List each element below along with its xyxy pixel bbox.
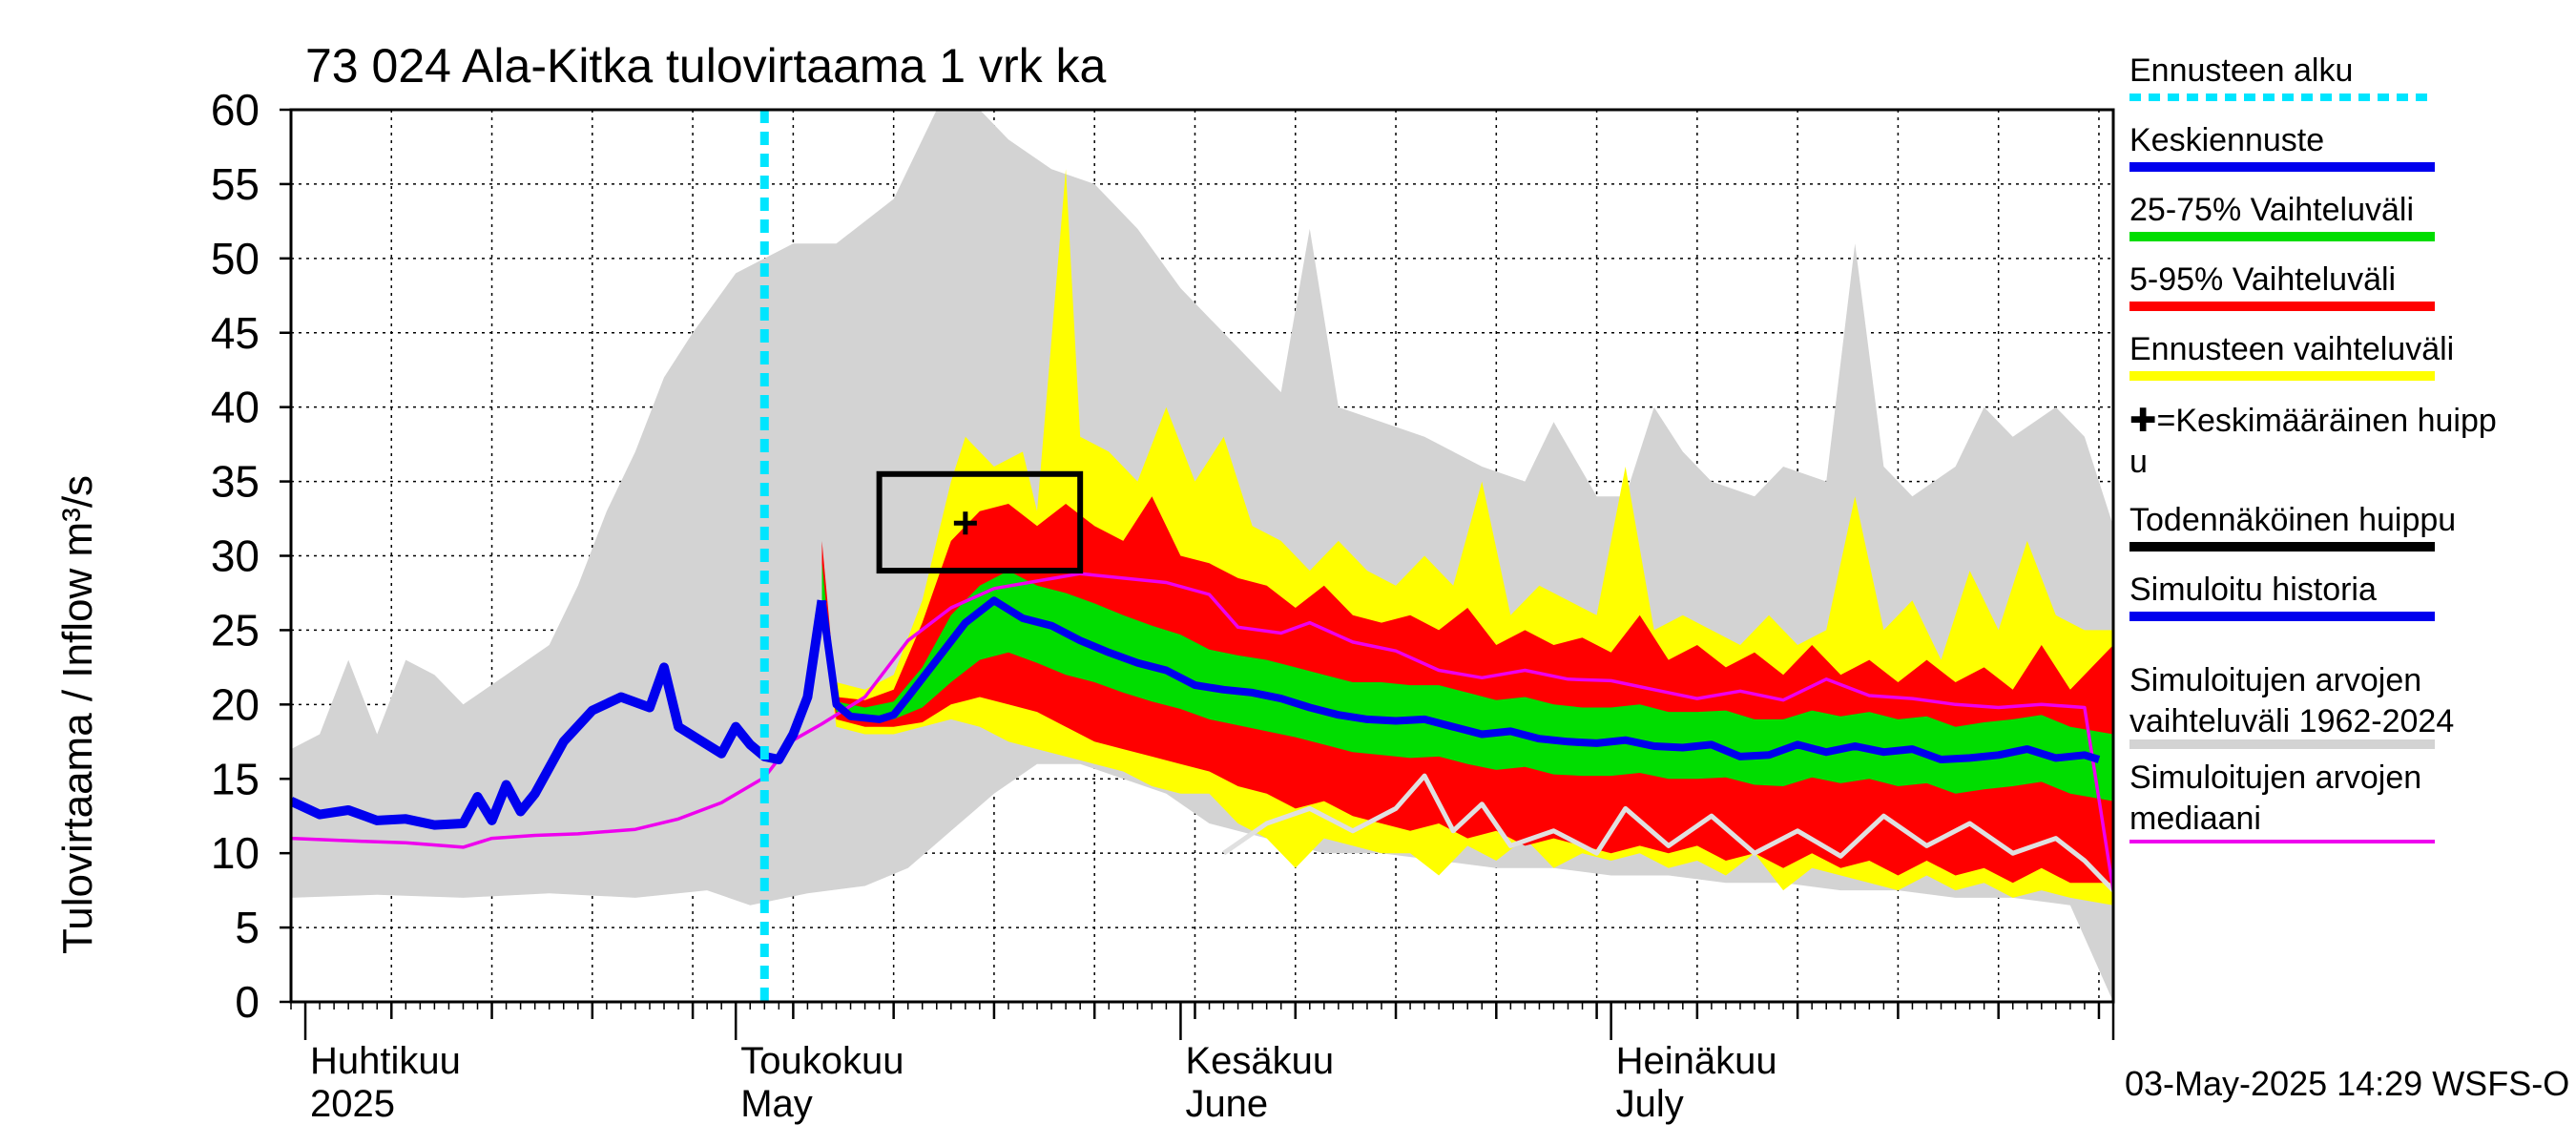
y-axis-label: Tulovirtaama / Inflow m³/s [54,475,101,954]
y-tick-label: 40 [211,383,260,432]
y-tick-label: 15 [211,754,260,803]
y-tick-label: 30 [211,531,260,581]
y-tick-label: 25 [211,605,260,655]
band-5-95 [821,496,2113,884]
legend-label: Ennusteen alku [2129,52,2353,89]
legend-label: 25-75% Vaihteluväli [2129,192,2414,228]
band-25-75 [821,563,2113,802]
line-mean-forecast [818,596,2101,763]
y-tick-label: 35 [211,457,260,507]
y-tick-label: 55 [211,159,260,209]
y-tick-label: 20 [211,679,260,729]
y-tick-label: 45 [211,308,260,358]
y-tick-label: 5 [235,903,260,952]
mean-peak-marker [953,511,977,535]
month-sublabel: June [1185,1083,1268,1125]
month-sublabel: 2025 [310,1083,395,1125]
legend-label: Simuloitu historia [2129,572,2377,608]
y-tick-label: 60 [211,85,260,135]
month-label: Heinäkuu [1616,1040,1777,1082]
y-axis: 0 5 10 15 20 25 30 35 40 45 50 55 60 [211,85,291,1027]
month-label: Kesäkuu [1185,1040,1334,1082]
month-sublabel: May [740,1083,813,1125]
footer-timestamp: 03-May-2025 14:29 WSFS-O [2125,1064,2569,1103]
y-tick-label: 50 [211,234,260,283]
y-tick-label: 10 [211,828,260,878]
legend-label: Ennusteen vaihteluväli [2129,331,2454,367]
legend-label: mediaani [2129,801,2261,837]
legend: Ennusteen alku Keskiennuste 25-75% Vaihtel… [2129,52,2497,843]
legend-label: Simuloitujen arvojen [2129,760,2421,796]
month-label: Toukokuu [740,1040,904,1082]
line-median [291,572,2113,891]
legend-label: 5-95% Vaihteluväli [2129,261,2396,298]
line-historical-low [1222,773,2113,892]
legend-label: vaihteluväli 1962-2024 [2129,703,2454,739]
legend-label: Todennäköinen huippu [2129,502,2456,538]
probable-peak-box [876,470,1084,574]
line-simulated-history [291,599,827,830]
legend-label: Keskiennuste [2129,122,2324,158]
month-sublabel: July [1616,1083,1684,1125]
y-tick-label: 0 [235,977,260,1027]
chart-title: 73 024 Ala-Kitka tulovirtaama 1 vrk ka [305,39,1106,93]
month-label: Huhtikuu [310,1040,461,1082]
legend-label: Simuloitujen arvojen [2129,662,2421,698]
legend-label: u [2129,444,2148,480]
plot-area [291,110,2113,1002]
legend-label: ✚=Keskimääräinen huipp [2129,403,2497,439]
